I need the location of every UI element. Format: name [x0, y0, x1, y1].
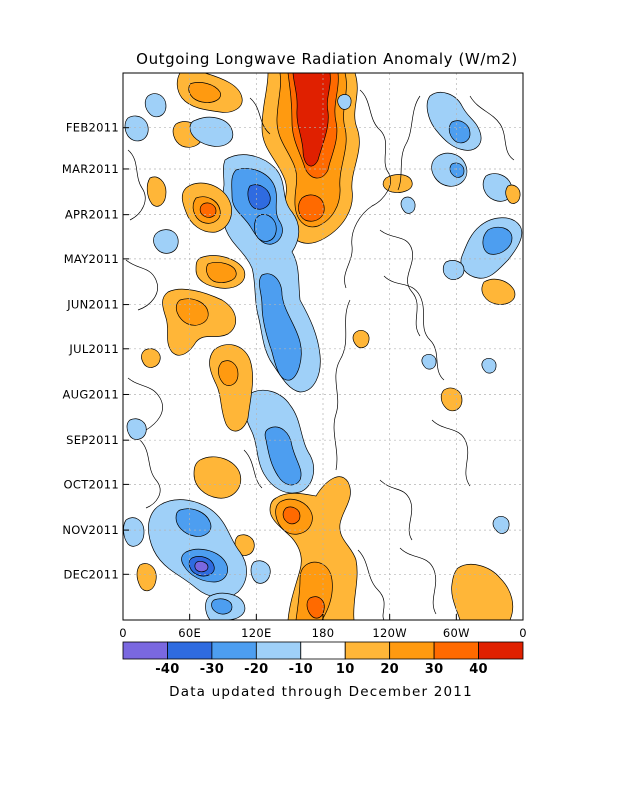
y-axis: FEB2011 MAR2011 APR2011 MAY2011 JUN2011 JUL20…: [62, 121, 129, 581]
anomaly-region: [442, 260, 465, 280]
anomaly-region: [259, 273, 302, 381]
anomaly-region: [146, 176, 167, 207]
anomaly-region: [337, 94, 352, 110]
colorbar-swatch: [344, 641, 391, 660]
anomaly-region: [193, 456, 242, 499]
anomaly-region: [136, 563, 157, 592]
x-axis: 0 60E 120E 180 120W 60W 0: [119, 614, 527, 640]
anomaly-region: [218, 360, 239, 386]
x-tick-label: 180: [312, 626, 335, 640]
anomaly-region: [352, 330, 370, 349]
anomaly-region: [298, 194, 325, 222]
anomaly-region: [211, 598, 233, 615]
colorbar-swatch: [478, 641, 524, 660]
anomaly-region: [505, 184, 521, 204]
anomaly-region: [492, 516, 510, 534]
colorbar-swatch: [300, 641, 346, 660]
anomaly-region: [194, 561, 209, 573]
anomaly-region: [282, 506, 301, 525]
anomaly-region: [153, 229, 179, 254]
anomaly-region: [144, 93, 167, 118]
anomaly-region: [306, 596, 325, 619]
y-tick-label: JUN2011: [66, 298, 119, 312]
colorbar-swatch: [211, 641, 257, 660]
anomaly-region: [126, 418, 147, 440]
x-tick-label: 120W: [372, 626, 407, 640]
anomaly-region: [250, 560, 271, 584]
footer-note: Data updated through December 2011: [169, 684, 473, 700]
anomaly-region: [421, 354, 437, 370]
y-tick-label: JUL2011: [68, 342, 119, 356]
anomaly-region: [175, 508, 212, 537]
colorbar-label: -10: [289, 662, 313, 677]
colorbar-label: -20: [244, 662, 268, 677]
y-tick-label: FEB2011: [66, 121, 119, 135]
anomaly-region: [254, 214, 277, 242]
anomaly-region: [264, 426, 302, 486]
x-tick-label: 0: [519, 626, 527, 640]
anomaly-region: [124, 115, 149, 142]
x-tick-label: 60E: [178, 626, 201, 640]
anomaly-region: [199, 202, 217, 218]
colorbar-swatch: [389, 641, 435, 660]
anomaly-region: [176, 298, 209, 326]
y-tick-label: SEP2011: [66, 433, 119, 447]
y-tick-label: OCT2011: [64, 477, 119, 491]
x-tick-label: 0: [119, 626, 127, 640]
anomaly-region: [451, 564, 514, 620]
anomaly-region: [400, 196, 416, 214]
y-tick-label: MAR2011: [62, 162, 119, 176]
y-tick-label: NOV2011: [62, 523, 119, 537]
colorbar-label: 40: [469, 662, 488, 677]
anomaly-region: [481, 278, 516, 305]
anomaly-region: [292, 73, 331, 167]
colorbar-label: -30: [200, 662, 224, 677]
colorbar-label: 30: [425, 662, 444, 677]
y-tick-label: APR2011: [65, 208, 119, 222]
anomaly-region: [189, 116, 234, 147]
colorbar-swatch: [167, 641, 213, 660]
colorbar-label: 10: [336, 662, 355, 677]
anomaly-region: [431, 152, 468, 187]
colorbar-swatch: [433, 641, 479, 660]
colorbar-swatch: [255, 641, 302, 660]
grid-lines: [129, 73, 523, 614]
y-tick-label: MAY2011: [64, 252, 119, 266]
y-tick-label: DEC2011: [63, 567, 119, 581]
anomaly-region: [482, 226, 513, 255]
colorbar-swatch: [122, 641, 168, 660]
anomaly-region: [481, 358, 497, 374]
anomaly-region: [141, 348, 161, 368]
anomaly-region: [448, 120, 471, 144]
anomaly-region: [382, 174, 413, 193]
x-tick-label: 60W: [443, 626, 470, 640]
anomaly-region: [234, 534, 255, 556]
y-tick-label: AUG2011: [62, 387, 119, 401]
anomaly-region: [449, 162, 465, 178]
colorbar: -40 -30 -20 -10 10 20 30 40: [122, 641, 524, 677]
anomaly-region: [123, 517, 145, 547]
anomaly-region: [206, 262, 237, 283]
x-tick-label: 120E: [241, 626, 271, 640]
chart-title: Outgoing Longwave Radiation Anomaly (W/m…: [136, 50, 518, 68]
colorbar-label: 20: [380, 662, 399, 677]
colorbar-label: -40: [155, 662, 179, 677]
anomaly-region: [188, 82, 221, 103]
anomaly-region: [247, 184, 271, 210]
